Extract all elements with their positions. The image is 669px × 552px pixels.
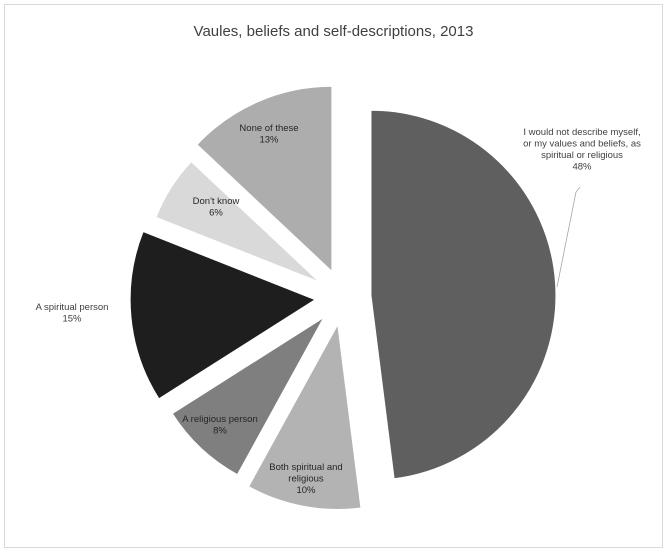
slice-label-line: spiritual or religious (541, 150, 623, 161)
slice-value-not-described: 48% (572, 162, 592, 173)
leader-line-not-described (556, 186, 581, 288)
slice-label-line: religious (288, 474, 324, 485)
slice-label-line: I would not describe myself, (523, 127, 640, 138)
slice-value-both-spiritual-religious: 10% (296, 485, 316, 496)
slice-label-religious-person: A religious person 8% (182, 414, 258, 437)
slice-value-spiritual-person: 15% (62, 314, 82, 325)
slice-label-line: or my values and beliefs, as (523, 139, 641, 150)
pie-slice-none-of-these (196, 85, 333, 273)
slice-labels: I would not describe myself, or my values… (36, 123, 642, 496)
pie-slice-dont-know (155, 160, 320, 283)
slice-label-none-of-these: None of these 13% (239, 123, 298, 146)
slice-label-line: None of these (239, 123, 298, 134)
slice-label-line: Don't know (193, 196, 240, 207)
slice-value-none-of-these: 13% (259, 135, 279, 146)
pie-slice-both-spiritual-religious (247, 322, 362, 510)
pie-slice-not-described (370, 109, 557, 480)
slice-value-dont-know: 6% (209, 208, 223, 219)
slice-label-not-described: I would not describe myself, or my values… (523, 127, 641, 173)
slice-label-line: Both spiritual and (269, 462, 342, 473)
pie-slice-religious-person (171, 316, 325, 476)
slice-label-line: A religious person (182, 414, 258, 425)
chart-title: Vaules, beliefs and self-descriptions, 2… (193, 23, 474, 40)
slice-label-dont-know: Don't know 6% (193, 196, 240, 219)
pie-slice-spiritual-person (129, 230, 317, 400)
pie-slices (129, 85, 557, 510)
slice-label-both-spiritual-religious: Both spiritual and religious 10% (269, 462, 342, 496)
slice-label-line: A spiritual person (36, 302, 109, 313)
slice-value-religious-person: 8% (213, 426, 227, 437)
slice-label-spiritual-person: A spiritual person 15% (36, 302, 109, 325)
